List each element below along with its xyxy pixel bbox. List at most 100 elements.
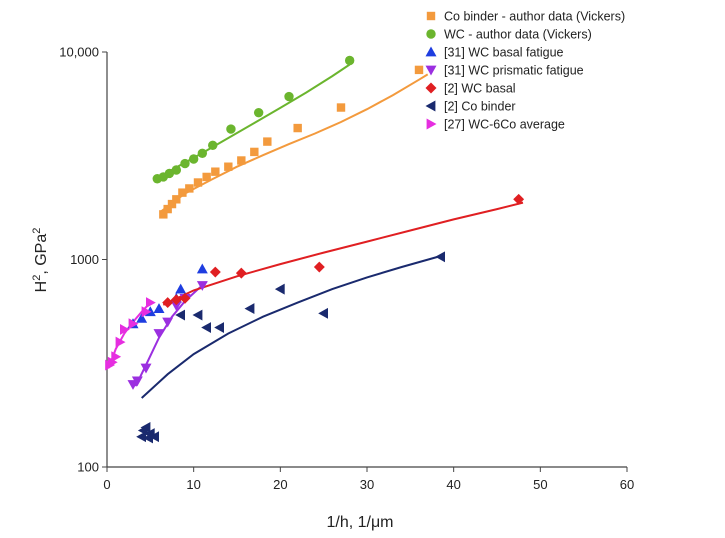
data-point (263, 137, 272, 146)
data-point (208, 140, 218, 151)
data-point (237, 156, 246, 165)
data-point (180, 158, 190, 169)
legend-marker (425, 46, 437, 57)
x-tick-label: 50 (533, 477, 547, 492)
y-axis-label: H2, GPa2 (31, 228, 50, 293)
y-axis-label-mid: , GPa (33, 234, 50, 275)
data-point (131, 376, 143, 387)
legend-label: Co binder - author data (Vickers) (444, 10, 625, 24)
data-point (253, 107, 264, 118)
data-point (137, 425, 148, 436)
data-point (167, 199, 177, 209)
data-point (171, 165, 182, 175)
data-point (214, 322, 224, 333)
data-point (149, 431, 159, 443)
data-point (185, 184, 194, 193)
data-point (250, 147, 259, 157)
data-point (159, 210, 168, 219)
data-point (153, 303, 165, 313)
data-point (202, 172, 211, 182)
fit-curve (162, 201, 524, 306)
legend: Co binder - author data (Vickers) WC - au… (425, 10, 625, 132)
data-point (140, 363, 152, 374)
data-point (318, 307, 328, 319)
data-point (209, 266, 221, 278)
data-point (293, 123, 302, 133)
data-point (197, 148, 208, 158)
data-point (435, 251, 445, 263)
data-point (414, 65, 424, 75)
data-point (153, 329, 165, 339)
legend-marker (425, 65, 437, 76)
data-point (188, 154, 199, 164)
y-tick-label: 10,000 (59, 45, 99, 60)
y-axis-label-main: H (33, 281, 50, 293)
axes (106, 52, 627, 468)
data-point (128, 318, 139, 330)
data-point (313, 261, 325, 273)
data-point (192, 309, 203, 321)
data-point (162, 317, 174, 328)
x-tick-label: 0 (103, 477, 110, 492)
data-point (141, 306, 152, 318)
data-point (178, 188, 187, 197)
data-point (211, 167, 220, 176)
data-point (175, 283, 187, 294)
data-points (105, 55, 525, 444)
data-point (274, 283, 285, 295)
data-point (162, 297, 174, 308)
data-point (201, 322, 211, 333)
data-point (111, 351, 122, 363)
data-point (136, 431, 146, 443)
data-point (107, 356, 118, 368)
legend-label: WC - author data (Vickers) (444, 28, 592, 42)
data-point (170, 294, 182, 306)
legend-label: [27] WC-6Co average (444, 118, 565, 132)
data-point (170, 301, 182, 311)
data-point (226, 124, 236, 134)
fit-curve (160, 73, 429, 213)
data-point (136, 313, 148, 323)
x-tick-label: 40 (446, 477, 460, 492)
y-tick-label: 1000 (70, 252, 99, 267)
legend-marker (426, 118, 437, 130)
data-point (175, 309, 185, 321)
y-axis-label-sup2: 2 (31, 228, 43, 234)
data-point (235, 267, 247, 279)
data-point (143, 432, 153, 444)
data-point (244, 303, 255, 314)
legend-marker (425, 82, 437, 94)
data-point (284, 91, 294, 102)
x-tick-label: 60 (620, 477, 634, 492)
y-ticks: 100 1000 10,000 (59, 45, 107, 475)
x-ticks: 0 10 20 30 40 50 60 (103, 467, 634, 492)
x-tick-label: 20 (273, 477, 287, 492)
data-point (164, 168, 175, 179)
data-point (196, 263, 208, 274)
data-point (196, 281, 208, 291)
y-axis-label-sup1: 2 (31, 275, 43, 281)
y-tick-label: 100 (77, 460, 99, 475)
data-point (336, 103, 346, 112)
data-point (163, 204, 172, 214)
data-point (224, 162, 233, 171)
legend-marker (425, 100, 436, 112)
data-point (172, 195, 181, 204)
legend-label: [31] WC basal fatigue (444, 46, 564, 60)
x-tick-label: 30 (360, 477, 374, 492)
data-point (120, 324, 130, 335)
x-tick-label: 10 (186, 477, 200, 492)
legend-marker (426, 29, 436, 39)
x-axis-label: 1/h, 1/μm (326, 514, 393, 531)
data-point (513, 193, 525, 205)
data-point (179, 292, 191, 304)
data-point (193, 178, 203, 187)
data-point (344, 55, 355, 66)
fit-curve (141, 255, 441, 399)
fit-curves (107, 63, 524, 399)
legend-label: [2] WC basal (444, 82, 516, 96)
data-point (115, 336, 126, 348)
legend-label: [2] Co binder (444, 100, 516, 114)
data-point (146, 297, 156, 308)
